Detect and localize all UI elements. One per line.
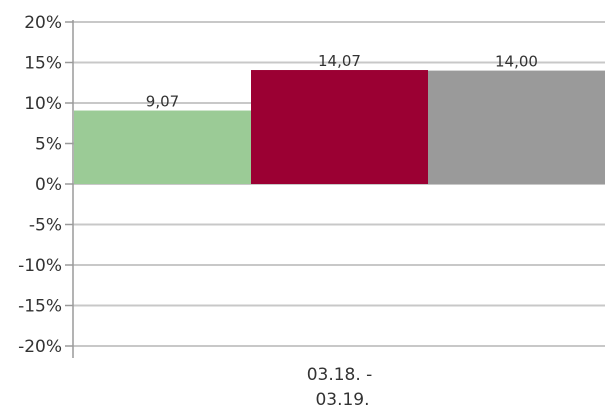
- y-tick-label: 15%: [24, 54, 62, 74]
- data-label: 9,07: [146, 93, 179, 111]
- data-labels: 9,07 14,07 14,00: [146, 52, 538, 111]
- data-label: 14,07: [318, 52, 361, 70]
- y-tick-label: -15%: [18, 297, 62, 317]
- x-category-label: 03.18. -: [307, 365, 373, 385]
- y-axis: 20% 15% 10% 5% 0% -5% -10% -15% -20%: [18, 13, 74, 358]
- y-tick-label: -20%: [18, 337, 62, 357]
- x-category-label: 03.19.: [315, 390, 369, 408]
- y-tick-label: 20%: [24, 13, 62, 33]
- data-label: 14,00: [495, 53, 538, 71]
- y-tick-label: -10%: [18, 256, 62, 276]
- y-tick-label: 5%: [35, 135, 62, 155]
- bar: [428, 70, 605, 184]
- bar: [251, 70, 428, 184]
- bar: [74, 110, 251, 184]
- bars-group: [74, 70, 605, 184]
- y-tick-label: 0%: [35, 175, 62, 195]
- y-tick-label: -5%: [29, 216, 62, 236]
- y-tick-label: 10%: [24, 94, 62, 114]
- x-axis: 03.18. - 03.19.: [307, 365, 373, 408]
